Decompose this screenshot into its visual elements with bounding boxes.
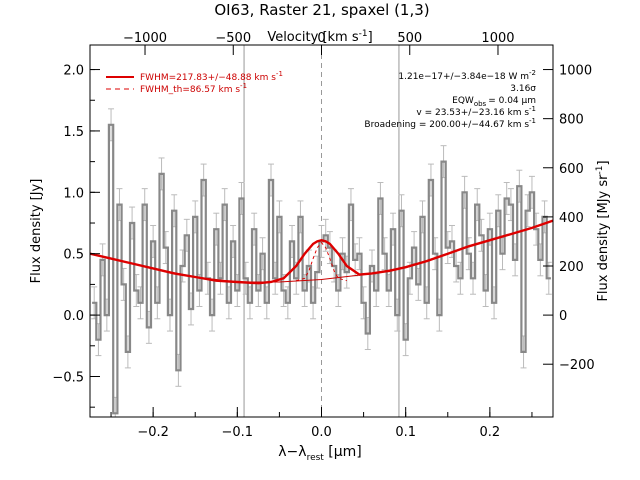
top-tick-label: −500 [215, 31, 251, 46]
x-tick-label: 0.2 [480, 425, 501, 440]
annotation-broadening: Broadening = 200.00+/−44.67 km s-1 [364, 117, 536, 130]
y-tick-label: 1.5 [63, 125, 84, 140]
right-tick-label: 1000 [559, 64, 592, 79]
top-tick-label: −1000 [123, 31, 167, 46]
y-tick-label: 2.0 [63, 64, 84, 79]
right-tick-label: 400 [559, 211, 584, 226]
y-tick-label: 0.5 [63, 248, 84, 263]
annotation-sigma: 3.16σ [510, 84, 536, 94]
fit-line [90, 219, 553, 285]
y-tick-label: 1.0 [63, 186, 84, 201]
plot-frame [89, 44, 554, 418]
right-axis-label: Flux density [MJy sr-1] [595, 160, 611, 301]
x-tick-label: 0.1 [395, 425, 416, 440]
y-tick-label: 0.0 [63, 309, 84, 324]
chart-title: OI63, Raster 21, spaxel (1,3) [214, 1, 429, 19]
x-axis-label: λ−λrest [μm] [278, 444, 362, 463]
right-tick-label: 600 [559, 162, 584, 177]
y-tick-label: −0.5 [52, 370, 84, 385]
annotations: 1.21e−17+/−3.84e−18 W m-2 3.16σ EQWobs = … [364, 69, 536, 130]
top-tick-label: 500 [397, 31, 422, 46]
right-tick-label: 0 [559, 309, 567, 324]
annotation-velocity: v = 23.53+/−23.16 km s-1 [416, 105, 536, 118]
legend-label-thermal: FWHM_th=86.57 km s-1 [140, 82, 247, 95]
legend: FWHM=217.83+/−48.88 km s-1 FWHM_th=86.57… [106, 70, 283, 95]
top-tick-label: 1000 [481, 31, 514, 46]
annotation-eqw: EQWobs = 0.04 μm [452, 96, 536, 108]
right-tick-label: 200 [559, 260, 584, 275]
annotation-flux: 1.21e−17+/−3.84e−18 W m-2 [398, 69, 536, 82]
x-tick-label: −0.2 [137, 425, 169, 440]
x-tick-label: −0.1 [222, 425, 254, 440]
y-axis-label: Flux density [Jy] [29, 179, 44, 284]
x-tick-label: 0.0 [311, 425, 332, 440]
top-axis-label: Velocity [km s-1] [267, 29, 372, 45]
top-tick-label: 0 [317, 31, 325, 46]
thermal-line [296, 241, 347, 282]
right-tick-label: 800 [559, 113, 584, 128]
legend-label-fit: FWHM=217.83+/−48.88 km s-1 [140, 70, 283, 83]
right-tick-label: −200 [559, 358, 595, 373]
